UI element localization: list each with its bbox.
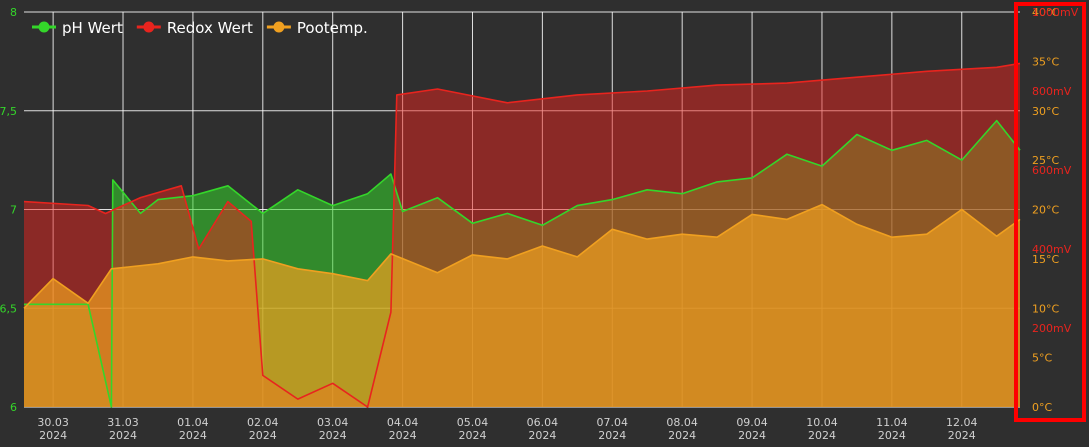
x-tick-date: 31.03	[107, 416, 139, 429]
temp-tick-label: 15°C	[1032, 253, 1059, 266]
x-tick-year: 2024	[598, 429, 626, 442]
x-tick-date: 10.04	[806, 416, 838, 429]
temp-tick-label: 10°C	[1032, 302, 1059, 315]
redox-tick-label: 200mV	[1032, 322, 1072, 335]
x-tick-date: 06.04	[527, 416, 559, 429]
temp-tick-label: 0°C	[1032, 401, 1052, 414]
x-tick-date: 12.04	[946, 416, 978, 429]
ph-tick-label: 6	[10, 401, 17, 414]
x-tick-date: 09.04	[736, 416, 768, 429]
x-tick-year: 2024	[878, 429, 906, 442]
series-area	[24, 204, 1020, 407]
x-axis: 30.03202431.03202401.04202402.04202403.0…	[37, 416, 977, 442]
x-tick-date: 07.04	[597, 416, 629, 429]
legend-item[interactable]: Redox Wert	[136, 19, 253, 37]
x-tick-date: 01.04	[177, 416, 209, 429]
legend-marker	[273, 21, 285, 33]
legend-marker	[38, 21, 50, 33]
ph-tick-label: 8	[10, 6, 17, 19]
temp-tick-label: 25°C	[1032, 154, 1059, 167]
temp-tick-label: 40°C	[1032, 6, 1059, 19]
series-lines	[23, 62, 1021, 408]
x-tick-year: 2024	[319, 429, 347, 442]
legend-label: Redox Wert	[167, 19, 253, 37]
x-tick-year: 2024	[528, 429, 556, 442]
right-axes: 0°C 5°C 10°C 15°C 20°C 25°C 30°C 35°C 40°C 200mV 4…	[1032, 6, 1079, 414]
temp-tick-label: 30°C	[1032, 105, 1059, 118]
x-tick-year: 2024	[179, 429, 207, 442]
x-tick-year: 2024	[668, 429, 696, 442]
series-line	[23, 62, 1021, 408]
legend-marker	[143, 21, 155, 33]
legend-label: pH Wert	[62, 19, 123, 37]
redox-tick-label: 600mV	[1032, 164, 1072, 177]
x-tick-year: 2024	[738, 429, 766, 442]
temp-tick-label: 5°C	[1032, 352, 1052, 365]
x-tick-year: 2024	[389, 429, 417, 442]
right-axes-highlight-box	[1014, 2, 1086, 422]
legend-item[interactable]: pH Wert	[32, 19, 123, 37]
ph-tick-label: 7,5	[0, 105, 17, 118]
x-tick-year: 2024	[39, 429, 67, 442]
x-tick-date: 08.04	[666, 416, 698, 429]
ph-tick-label: 6,5	[0, 302, 17, 315]
ph-tick-label: 7	[10, 204, 17, 217]
ph-axis: 6 6,5 7 7,5 8	[0, 6, 17, 414]
series-line	[23, 203, 1021, 309]
x-tick-date: 02.04	[247, 416, 279, 429]
redox-tick-label: 1000mV	[1032, 6, 1079, 19]
temp-tick-label: 35°C	[1032, 55, 1059, 68]
x-tick-date: 04.04	[387, 416, 419, 429]
legend-item[interactable]: Pootemp.	[266, 19, 368, 37]
x-tick-year: 2024	[109, 429, 137, 442]
x-tick-year: 2024	[458, 429, 486, 442]
series-areas	[24, 63, 1020, 408]
x-tick-date: 30.03	[37, 416, 69, 429]
series-line	[24, 119, 1021, 408]
temp-tick-label: 20°C	[1032, 204, 1059, 217]
x-tick-date: 03.04	[317, 416, 349, 429]
x-tick-date: 05.04	[457, 416, 489, 429]
x-tick-year: 2024	[808, 429, 836, 442]
legend: pH Wert Redox Wert Pootemp.	[32, 19, 368, 37]
legend-label: Pootemp.	[297, 19, 368, 37]
x-tick-year: 2024	[948, 429, 976, 442]
x-tick-date: 11.04	[876, 416, 908, 429]
redox-tick-label: 800mV	[1032, 85, 1072, 98]
redox-tick-label: 400mV	[1032, 243, 1072, 256]
x-tick-year: 2024	[249, 429, 277, 442]
